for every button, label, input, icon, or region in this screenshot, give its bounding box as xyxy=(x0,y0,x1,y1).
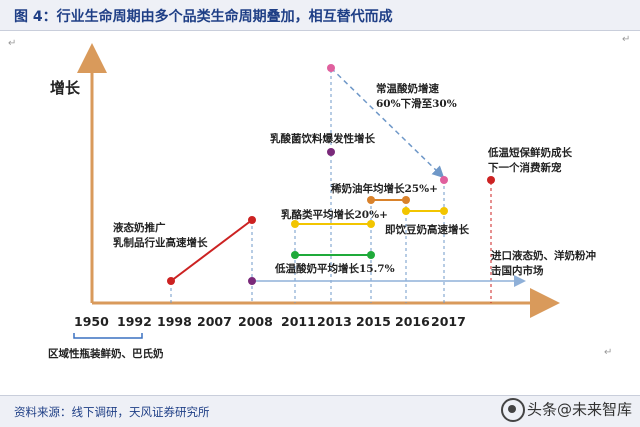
year-label: 2008 xyxy=(238,314,273,329)
dilute-cream-end-dot xyxy=(402,196,410,204)
figure-header xyxy=(0,0,640,30)
note-fresh-milk-1: 低温短保鲜奶成长 xyxy=(487,146,572,159)
dilute-cream-start-dot xyxy=(367,196,375,204)
cheese-end-dot xyxy=(367,220,375,228)
baseline-note: 区域性瓶装鲜奶、巴氏奶 xyxy=(48,347,164,360)
note-cheese: 乳酪类平均增长20%+ xyxy=(281,208,388,221)
year-label: 1992 xyxy=(117,314,152,329)
low-temp-yogurt-end-dot xyxy=(367,251,375,259)
baseline-bracket xyxy=(73,333,143,339)
source-note: 资料来源：线下调研，天风证券研究所 xyxy=(14,405,210,419)
cheese-start-dot xyxy=(291,220,299,228)
note-ambient-yogurt-1: 常温酸奶增速 xyxy=(376,82,439,95)
figure-title: 图 4：行业生命周期由多个品类生命周期叠加，相互替代而成 xyxy=(14,9,393,25)
bottom-divider xyxy=(0,395,640,396)
fresh-milk-dot xyxy=(487,176,495,184)
watermark: 头条@未来智库 xyxy=(500,398,632,422)
year-label: 1998 xyxy=(157,314,192,329)
low-temp-yogurt-start-dot xyxy=(291,251,299,259)
year-label: 2011 xyxy=(281,314,316,329)
watermark-logo-icon xyxy=(500,398,525,422)
ambient-yogurt-start-dot xyxy=(327,64,335,72)
lactic-bacteria-dot xyxy=(327,148,335,156)
watermark-text: 头条@未来智库 xyxy=(526,400,632,419)
liquid-milk-end-dot xyxy=(248,216,256,224)
paragraph-mark-icon: ↵ xyxy=(8,38,17,49)
year-label: 2007 xyxy=(197,314,232,329)
year-label: 1950 xyxy=(74,314,109,329)
note-liquid-milk-2: 乳制品行业高速增长 xyxy=(113,236,208,249)
note-ambient-yogurt-2: 60%下滑至30% xyxy=(376,97,457,110)
y-axis-title: 增长 xyxy=(50,79,81,97)
import-start-dot xyxy=(248,277,256,285)
note-low-temp-yogurt: 低温酸奶平均增长15.7% xyxy=(274,262,395,275)
year-label: 2016 xyxy=(395,314,430,329)
note-liquid-milk-1: 液态奶推广 xyxy=(113,221,166,234)
note-imports-2: 击国内市场 xyxy=(491,264,544,277)
ambient-yogurt-trend-arrow xyxy=(330,67,445,179)
figure-footer xyxy=(0,396,640,427)
liquid-milk-start-dot xyxy=(167,277,175,285)
year-label: 2015 xyxy=(356,314,391,329)
paragraph-mark-icon: ↵ xyxy=(622,34,630,45)
paragraph-mark-icon: ↵ xyxy=(604,347,612,358)
note-lactic-bacteria: 乳酸菌饮料爆发性增长 xyxy=(270,132,375,145)
note-instant-drink: 即饮豆奶高速增长 xyxy=(385,223,469,236)
year-label: 2013 xyxy=(317,314,352,329)
liquid-milk-growth-line xyxy=(170,219,253,282)
note-imports-1: 进口液态奶、洋奶粉冲 xyxy=(491,249,596,262)
ambient-yogurt-end-dot xyxy=(440,176,448,184)
instant-drink-end-dot xyxy=(440,207,448,215)
year-label: 2017 xyxy=(431,314,466,329)
instant-drink-start-dot xyxy=(402,207,410,215)
top-divider xyxy=(0,30,640,31)
note-fresh-milk-2: 下一个消费新宠 xyxy=(488,161,562,174)
note-dilute-cream: 稀奶油年均增长25%+ xyxy=(331,182,438,195)
